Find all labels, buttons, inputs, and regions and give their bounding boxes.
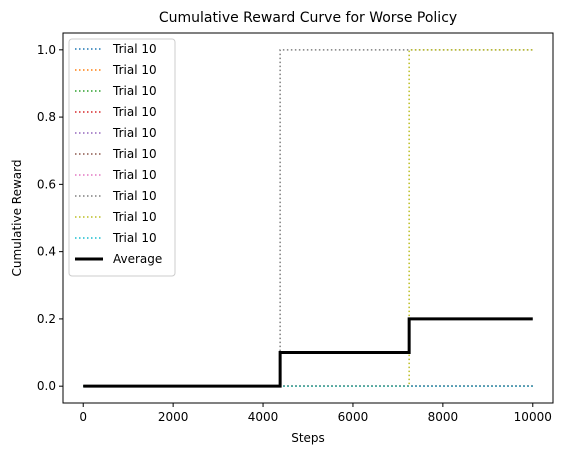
x-axis-label: Steps	[291, 431, 325, 445]
y-tick-label: 0.2	[37, 312, 56, 326]
legend-label: Trial 10	[112, 105, 157, 119]
legend-label: Trial 10	[112, 42, 157, 56]
x-axis-ticks: 0 2000 4000 6000 8000 10000	[79, 403, 552, 424]
x-tick-label: 0	[79, 410, 87, 424]
y-tick-label: 0.0	[37, 379, 56, 393]
legend: Trial 10 Trial 10 Trial 10 Trial 10 Trial 10…	[68, 38, 176, 277]
legend-label: Trial 10	[112, 231, 157, 245]
x-tick-label: 2000	[158, 410, 189, 424]
legend-label: Trial 10	[112, 147, 157, 161]
y-tick-label: 0.8	[37, 110, 56, 124]
x-tick-label: 10000	[514, 410, 552, 424]
chart-title: Cumulative Reward Curve for Worse Policy	[159, 10, 457, 26]
x-tick-label: 6000	[338, 410, 369, 424]
legend-label: Trial 10	[112, 84, 157, 98]
series-layer	[83, 49, 533, 388]
y-tick-label: 0.4	[37, 245, 56, 259]
y-axis-ticks: 0.0 0.2 0.4 0.6 0.8 1.0	[37, 43, 63, 393]
series-line-9	[83, 49, 533, 387]
legend-label: Trial 10	[112, 63, 157, 77]
legend-label: Average	[113, 252, 162, 266]
x-tick-label: 4000	[248, 410, 279, 424]
plot-frame	[62, 32, 554, 404]
legend-label: Trial 10	[112, 126, 157, 140]
legend-label: Trial 10	[112, 168, 157, 182]
x-tick-label: 8000	[428, 410, 459, 424]
series-line-8	[83, 49, 533, 387]
legend-label: Trial 10	[112, 189, 157, 203]
series-line-11	[83, 317, 533, 388]
y-tick-label: 1.0	[37, 43, 56, 57]
y-tick-label: 0.6	[37, 177, 56, 191]
legend-label: Trial 10	[112, 210, 157, 224]
y-axis-label: Cumulative Reward	[10, 160, 24, 277]
